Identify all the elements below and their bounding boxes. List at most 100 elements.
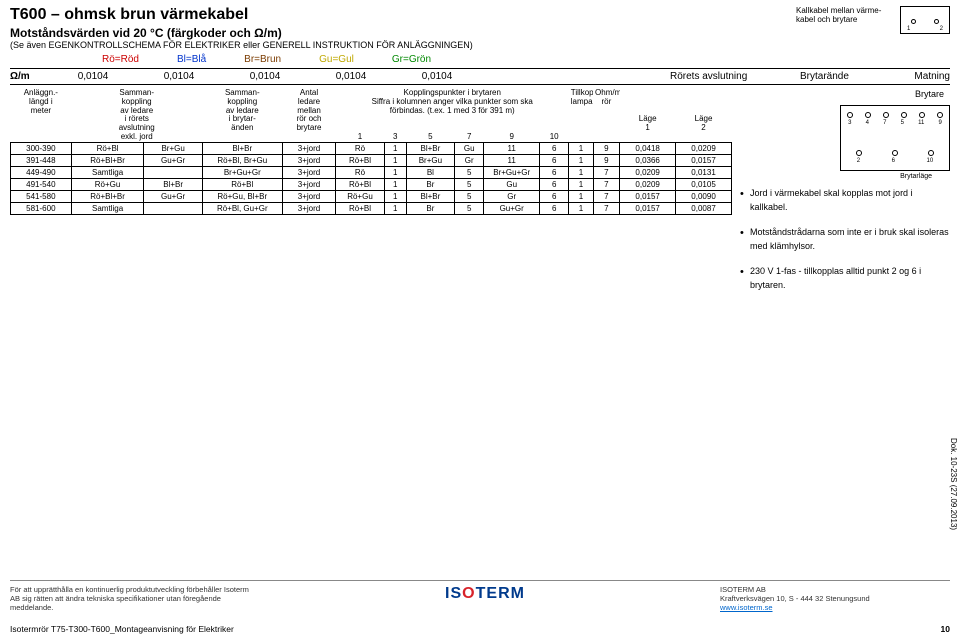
brytare-num: 6 — [892, 158, 895, 164]
table-cell: Rö+Bl+Br — [71, 154, 144, 166]
table-cell: 1 — [384, 142, 406, 154]
table-header-cell — [484, 115, 540, 124]
table-header-cell: rör — [593, 98, 620, 107]
table-cell: 0,0087 — [676, 202, 732, 214]
table-cell: Gu+Gr — [144, 190, 202, 202]
doc-number: Dok. 10-23S (27.09.2013) — [949, 438, 958, 530]
table-header-cell — [593, 133, 620, 142]
table-cell — [144, 166, 202, 178]
table-header-cell: förbindas. (t.ex. 1 med 3 för 391 m) — [336, 107, 569, 116]
note-item: 230 V 1-fas - tillkopplas alltid punkt 2… — [740, 264, 950, 293]
ohm-val-2: 0,0104 — [222, 71, 308, 82]
table-cell: 1 — [569, 190, 593, 202]
table-header-cell — [593, 124, 620, 133]
table-cell: Rö+Bl — [336, 202, 385, 214]
table-header-cell: rör och — [282, 115, 335, 124]
table-cell: Bl+Br — [202, 142, 282, 154]
table-cell: 6 — [540, 142, 569, 154]
footer-logo: ISOTERM — [250, 585, 720, 603]
table-cell: 0,0090 — [676, 190, 732, 202]
table-header-cell: koppling — [202, 98, 282, 107]
table-header-cell — [384, 115, 406, 124]
table-cell: 11 — [484, 142, 540, 154]
brytare-num: 4 — [866, 120, 869, 126]
table-header-cell — [569, 133, 593, 142]
table-cell: Rö+Bl, Gu+Gr — [202, 202, 282, 214]
table-row: 491-540Rö+GuBl+BrRö+Bl3+jordRö+Bl1Br5Gu6… — [11, 178, 732, 190]
ohm-val-0: 0,0104 — [50, 71, 136, 82]
table-cell: 7 — [593, 178, 620, 190]
table-cell: 1 — [384, 178, 406, 190]
table-cell: 7 — [593, 202, 620, 214]
table-cell: 391-448 — [11, 154, 72, 166]
table-cell: 541-580 — [11, 190, 72, 202]
table-header-cell: Läge — [676, 115, 732, 124]
table-header-cell: Antal — [282, 89, 335, 98]
table-header-cell — [282, 133, 335, 142]
table-cell: 1 — [569, 178, 593, 190]
table-row: 300-390Rö+BlBr+GuBl+Br3+jordRö1Bl+BrGu11… — [11, 142, 732, 154]
conn-num-1: 1 — [907, 26, 910, 32]
table-cell: Br+Gu+Gr — [484, 166, 540, 178]
color-legend: Rö=Röd Bl=Blå Br=Brun Gu=Gul Gr=Grön — [102, 54, 796, 65]
table-header-cell — [484, 124, 540, 133]
table-header-cell: 2 — [676, 124, 732, 133]
brytare-diagram: 3475119 2610 — [840, 105, 950, 171]
legend-gr: Gr=Grön — [392, 54, 431, 65]
table-header-cell — [384, 124, 406, 133]
page-number: 10 — [941, 624, 950, 634]
table-cell: Gu+Gr — [484, 202, 540, 214]
side-column: Brytare 3475119 2610 Brytarläge Jord i v… — [740, 89, 950, 302]
table-header-cell: änden — [202, 124, 282, 133]
table-cell: Gr — [484, 190, 540, 202]
table-header-cell — [676, 133, 732, 142]
ohm-val-3: 0,0104 — [308, 71, 394, 82]
table-header-cell — [620, 107, 676, 116]
table-header-cell — [202, 133, 282, 142]
brytare-num: 11 — [918, 120, 924, 126]
table-cell: 1 — [384, 166, 406, 178]
table-header-cell — [11, 133, 72, 142]
table-row: 391-448Rö+Bl+BrGu+GrRö+Bl, Br+Gu3+jordRö… — [11, 154, 732, 166]
table-header-cell: 5 — [406, 133, 455, 142]
table-header-cell: Ohm/m — [593, 89, 620, 98]
table-header-cell — [569, 124, 593, 133]
table-cell: 6 — [540, 178, 569, 190]
brytare-num: 2 — [857, 158, 860, 164]
connector-diagram-small: 1 2 — [900, 6, 950, 34]
ohm-label: Ω/m — [10, 71, 50, 82]
table-header-cell — [540, 115, 569, 124]
table-header-cell: Anläggn.- — [11, 89, 72, 98]
table-cell: Bl+Br — [144, 178, 202, 190]
rorets-label: Rörets avslutning — [670, 71, 800, 82]
table-cell: Br+Gu — [406, 154, 455, 166]
note-item: Jord i värmekabel skal kopplas mot jord … — [740, 186, 950, 215]
note-item: Motståndstrådarna som inte er i bruk ska… — [740, 225, 950, 254]
table-cell: 7 — [593, 166, 620, 178]
table-header-cell — [336, 115, 385, 124]
table-cell: 3+jord — [282, 202, 335, 214]
table-header-cell: Kopplingspunkter i brytaren — [336, 89, 569, 98]
table-cell: 0,0105 — [676, 178, 732, 190]
table-header-cell: Läge — [620, 115, 676, 124]
table-cell: 11 — [484, 154, 540, 166]
table-cell: Gu — [484, 178, 540, 190]
page-foot-left: Isotermrör T75-T300-T600_Montageanvisnin… — [10, 624, 234, 634]
table-cell: Br — [406, 202, 455, 214]
table-cell: Rö+Bl — [202, 178, 282, 190]
doc-subtitle: Motståndsvärden vid 20 °C (färgkoder och… — [10, 26, 796, 40]
table-cell: Rö+Bl+Br — [71, 190, 144, 202]
table-header-cell — [11, 115, 72, 124]
table-cell: Rö+Gu, Bl+Br — [202, 190, 282, 202]
table-cell: 3+jord — [282, 190, 335, 202]
brytare-num: 10 — [927, 158, 934, 164]
table-header-cell: 1 — [620, 124, 676, 133]
footer: För att upprätthålla en kontinuerlig pro… — [0, 580, 960, 634]
brytare-num: 3 — [848, 120, 851, 126]
table-header-cell: avslutning — [71, 124, 202, 133]
table-cell: Br+Gu+Gr — [202, 166, 282, 178]
table-cell: 5 — [455, 202, 484, 214]
table-header-cell — [540, 124, 569, 133]
brytare-num: 7 — [883, 120, 886, 126]
footer-url[interactable]: www.isoterm.se — [720, 603, 773, 612]
